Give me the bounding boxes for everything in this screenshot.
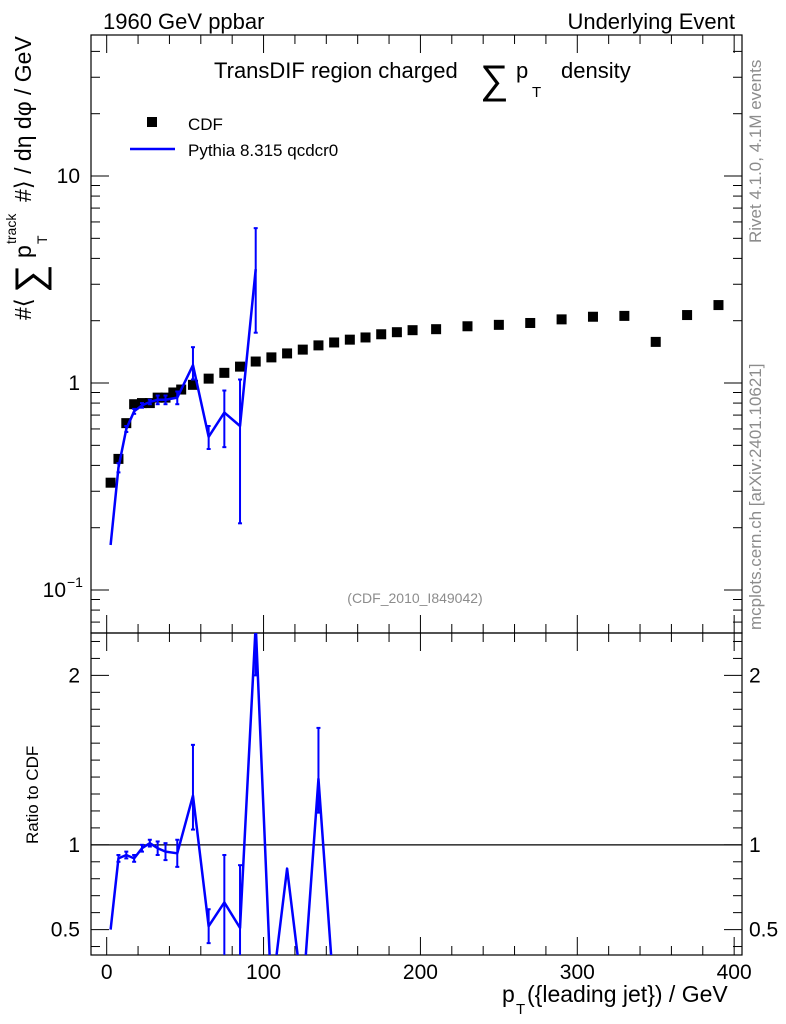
cdf-point [121,418,132,429]
cdf-point [129,399,140,410]
cdf-point [619,310,630,321]
ratio-axis-ticks [91,633,742,955]
main-title-post: density [561,58,631,83]
x-tick-label: 300 [560,961,595,984]
cdf-point [713,300,724,311]
ratio-y-tick-label-right: 1 [749,834,761,857]
cdf-point [113,453,124,464]
rivet-label: Rivet 4.1.0, 4.1M events [746,60,765,243]
cdf-point [682,310,693,321]
ratio-plot-frame [90,632,743,956]
main-y-axis-label: #⟨ ∑ p track T #⟩ / dη dφ / GeV [3,36,52,320]
main-title-p: p [516,58,528,83]
cdf-point [407,325,418,336]
cdf-point [329,337,340,348]
mcplots-label: mcplots.cern.ch [arXiv:2401.10621] [746,364,765,630]
ratio-series-group [109,633,333,955]
xlabel-sub: T [516,1001,525,1018]
main-title-sum: ∑ [480,58,509,102]
legend-cdf-marker [147,117,157,127]
y-tick-label: 10 [43,579,66,602]
cdf-point [360,332,371,343]
main-axis-ticks [91,35,742,633]
ratio-y-tick-label: 0.5 [51,919,80,942]
ratio-pythia-line [109,633,333,955]
cdf-point [376,329,387,340]
main-title: TransDIF region charged [214,58,458,83]
cdf-point [297,344,308,355]
ratio-x-tick-labels: 0 100 200 300 400 [101,961,752,984]
analysis-watermark: (CDF_2010_I849042) [347,590,482,606]
cdf-point [462,321,473,332]
x-tick-label: 400 [717,961,752,984]
cdf-point [587,311,598,322]
cdf-point [187,379,198,390]
ylabel-sup: track [3,213,19,244]
ratio-y-tick-label: 2 [68,664,80,687]
cdf-point [250,356,261,367]
cdf-point [282,348,293,359]
cdf-point [105,477,116,488]
header-right: Underlying Event [567,9,735,34]
cdf-point [391,327,402,338]
ratio-data-layer [109,633,333,955]
cdf-point [203,373,214,384]
cdf-point [556,314,567,325]
ylabel-sum: ∑ [8,264,52,293]
ylabel-p: p [10,245,36,258]
cdf-point [168,387,179,398]
x-axis-label: p T ({leading jet}) / GeV [502,981,728,1018]
legend-cdf-label: CDF [188,115,223,134]
ratio-y-tick-label-right: 0.5 [749,919,778,942]
xlabel-rest: ({leading jet}) / GeV [527,981,728,1007]
x-tick-label: 200 [403,961,438,984]
ratio-y-tick-label-right: 2 [749,664,761,687]
cdf-point [219,367,230,378]
cdf-point [525,317,536,328]
cdf-point [313,340,324,351]
cdf-point [266,352,277,363]
ratio-y-tick-label: 1 [68,834,80,857]
x-tick-label: 100 [246,961,281,984]
y-tick-label: 10 [57,165,80,188]
ratio-y-axis-label: Ratio to CDF [23,746,42,844]
main-title-sub: T [532,84,541,101]
legend-pythia-label: Pythia 8.315 qcdcr0 [188,141,338,160]
ylabel-sub: T [34,235,50,244]
ratio-y-tick-labels: 0.5 0.5 1 1 2 2 [51,664,778,941]
cdf-point [431,324,442,335]
cdf-point [235,361,246,372]
ylabel-rest: #⟩ / dη dφ / GeV [10,36,36,202]
cdf-point [650,336,661,347]
y-tick-exponent: −1 [67,574,83,590]
ylabel-hash: #⟨ [10,298,36,320]
y-tick-label: 1 [68,372,80,395]
cdf-point [344,334,355,345]
x-tick-label: 0 [101,961,113,984]
header-left: 1960 GeV ppbar [103,9,264,34]
main-title-pre: TransDIF region charged [214,58,458,83]
main-data-layer [105,227,724,546]
xlabel-p: p [502,981,515,1007]
cdf-point [493,319,504,330]
